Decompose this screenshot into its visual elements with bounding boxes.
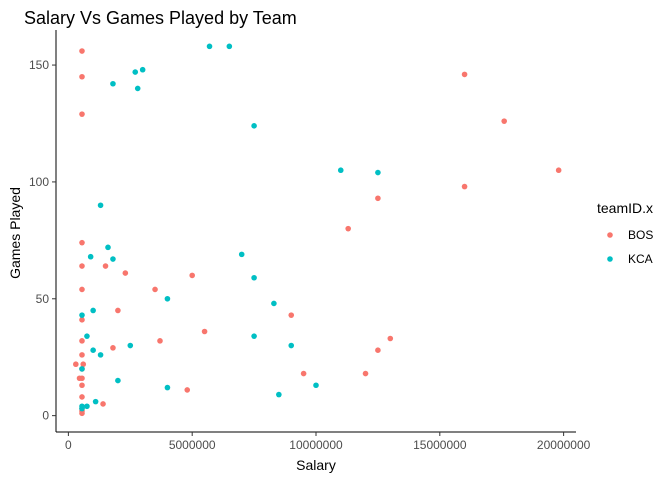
data-point-kca (87, 253, 94, 260)
x-axis-label: Salary (296, 457, 336, 473)
data-point-bos (79, 48, 85, 54)
y-tick-label: 50 (36, 292, 50, 306)
data-point-bos (79, 338, 85, 344)
data-point-kca (79, 366, 85, 372)
data-point-kca (110, 80, 116, 87)
y-tick-label: 100 (29, 175, 49, 189)
data-point-kca (164, 295, 171, 302)
data-point-kca (115, 377, 121, 384)
x-tick-label: 0 (65, 438, 72, 452)
y-tick-label: 150 (29, 58, 49, 72)
data-point-kca (79, 403, 85, 410)
data-point-bos (184, 387, 191, 393)
y-tick-label: 0 (42, 409, 49, 423)
plot-panel: 0 5000000 10000000 15000000 20000000 0 50 100 1… (29, 30, 591, 452)
data-point-kca (90, 307, 96, 314)
data-point-bos (79, 375, 85, 382)
chart-title: Salary Vs Games Played by Team (24, 8, 297, 28)
data-point-kca (226, 43, 233, 50)
x-tick-label: 10000000 (289, 438, 343, 452)
data-point-bos (345, 225, 351, 232)
data-point-bos (555, 167, 562, 174)
data-point-bos (79, 263, 85, 269)
data-point-kca (127, 342, 134, 349)
data-point-kca (375, 169, 381, 176)
data-point-kca (288, 342, 295, 349)
data-point-bos (79, 410, 85, 417)
data-point-kca (164, 384, 171, 391)
data-point-kca (251, 274, 257, 281)
y-axis-label: Games Played (7, 187, 23, 279)
data-point-bos (79, 286, 85, 293)
x-axis-ticks: 0 5000000 10000000 15000000 20000000 (65, 432, 591, 452)
data-point-bos (79, 352, 85, 358)
data-point-kca (134, 85, 141, 92)
data-points (73, 43, 562, 417)
data-point-kca (79, 312, 85, 318)
data-point-bos (110, 345, 116, 351)
data-point-bos (300, 370, 307, 377)
data-point-kca (132, 69, 139, 75)
data-point-bos (288, 312, 295, 318)
legend: teamID.x BOS KCA (597, 200, 653, 266)
data-point-bos (102, 263, 109, 269)
data-point-kca (90, 347, 96, 353)
data-point-kca (276, 391, 282, 398)
data-point-kca (84, 403, 90, 410)
data-point-kca (238, 251, 245, 258)
data-point-bos (157, 338, 163, 344)
data-point-kca (271, 300, 277, 307)
data-point-bos (79, 73, 85, 80)
data-point-bos (79, 111, 85, 117)
data-point-bos (79, 239, 85, 246)
legend-title: teamID.x (597, 200, 653, 216)
data-point-bos (189, 272, 195, 279)
data-point-bos (461, 71, 468, 78)
data-point-bos (73, 361, 79, 368)
legend-label-bos: BOS (628, 228, 653, 242)
data-point-kca (105, 244, 111, 251)
legend-marker-bos (607, 232, 613, 238)
data-point-bos (501, 118, 507, 124)
legend-items: BOS KCA (607, 228, 653, 266)
data-point-bos (461, 183, 468, 190)
legend-label-kca: KCA (628, 252, 653, 266)
data-point-bos (80, 361, 87, 368)
data-point-bos (201, 328, 208, 335)
data-point-kca (110, 256, 116, 262)
data-point-kca (84, 333, 90, 339)
data-point-kca (251, 123, 257, 129)
data-point-bos (79, 394, 85, 400)
data-point-bos (375, 347, 381, 353)
data-point-bos (375, 195, 381, 202)
x-tick-label: 20000000 (537, 438, 591, 452)
data-point-kca (337, 167, 344, 174)
data-point-bos (100, 401, 106, 407)
data-point-kca (139, 66, 146, 73)
data-point-bos (152, 286, 158, 293)
data-point-bos (79, 382, 85, 389)
data-point-bos (122, 270, 129, 276)
x-tick-label: 15000000 (413, 438, 467, 452)
data-point-bos (387, 335, 394, 342)
y-axis-ticks: 0 50 100 150 (29, 58, 56, 423)
data-point-kca (92, 398, 99, 405)
x-tick-label: 5000000 (169, 438, 216, 452)
data-point-kca (97, 202, 104, 209)
data-point-bos (79, 317, 85, 323)
data-point-kca (251, 333, 257, 339)
data-point-kca (97, 352, 104, 358)
data-point-kca (206, 43, 213, 50)
data-point-bos (115, 307, 121, 314)
data-point-kca (313, 382, 319, 389)
data-point-bos (362, 370, 369, 377)
legend-marker-kca (607, 256, 613, 262)
